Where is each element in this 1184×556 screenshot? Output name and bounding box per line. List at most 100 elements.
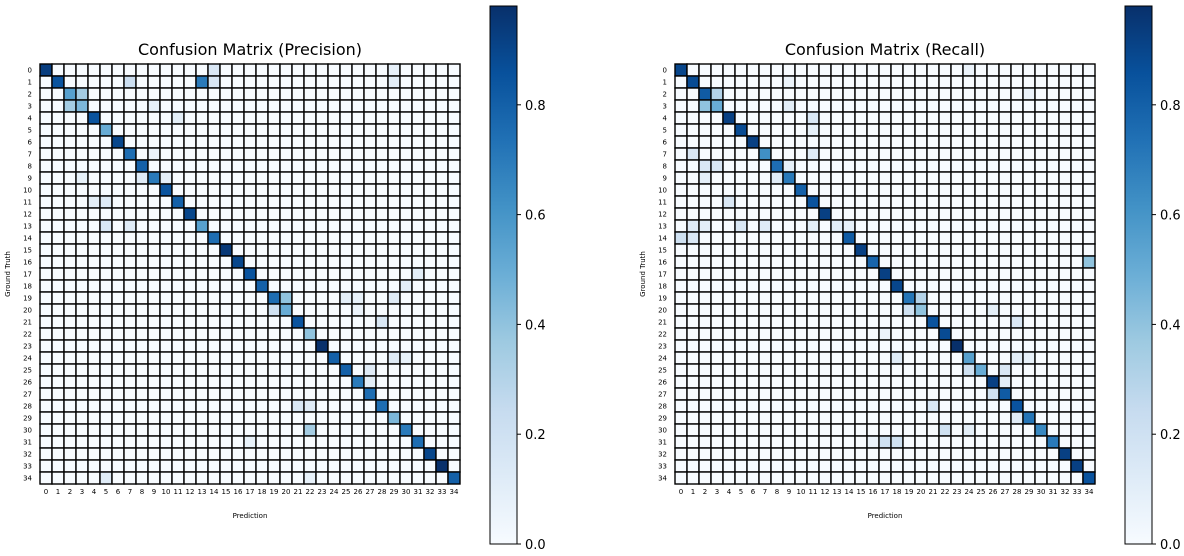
cell-r12-c27 xyxy=(998,207,1012,221)
cell-r11-c16 xyxy=(231,195,245,209)
cell-r8-c27 xyxy=(363,159,377,173)
cell-r27-c23 xyxy=(315,387,329,401)
cell-r11-c7 xyxy=(758,195,772,209)
cell-r7-c11 xyxy=(806,147,820,161)
cell-r12-c33 xyxy=(435,207,449,221)
cell-r14-c19 xyxy=(267,231,281,245)
cell-r1-c15 xyxy=(854,75,868,89)
cell-r0-c11 xyxy=(171,63,185,77)
cell-r20-c22 xyxy=(938,303,952,317)
cell-r7-c4 xyxy=(722,147,736,161)
cell-r32-c31 xyxy=(1046,447,1060,461)
cell-r27-c5 xyxy=(99,387,113,401)
cell-r6-c31 xyxy=(411,135,425,149)
cell-r27-c3 xyxy=(75,387,89,401)
y-tick-label-29: 29 xyxy=(23,415,32,423)
cell-r25-c1 xyxy=(686,363,700,377)
cell-r1-c26 xyxy=(351,75,365,89)
cell-r31-c25 xyxy=(974,435,988,449)
cell-r4-c1 xyxy=(686,111,700,125)
precision-x-axis-label: Prediction xyxy=(233,512,268,520)
cell-r7-c31 xyxy=(411,147,425,161)
cell-r31-c8 xyxy=(135,435,149,449)
cell-r22-c15 xyxy=(219,327,233,341)
cell-r19-c14 xyxy=(207,291,221,305)
cell-r6-c16 xyxy=(866,135,880,149)
cell-r30-c4 xyxy=(87,423,101,437)
cell-r14-c5 xyxy=(99,231,113,245)
cell-r34-c30 xyxy=(399,471,413,485)
cell-r31-c25 xyxy=(339,435,353,449)
cell-r10-c32 xyxy=(1058,183,1072,197)
cell-r15-c26 xyxy=(351,243,365,257)
y-tick-label-0: 0 xyxy=(663,67,667,75)
cell-r18-c8 xyxy=(135,279,149,293)
cell-r25-c3 xyxy=(75,363,89,377)
cell-r21-c14 xyxy=(207,315,221,329)
cell-r33-c20 xyxy=(279,459,293,473)
cell-r23-c17 xyxy=(243,339,257,353)
cell-r26-c26 xyxy=(351,375,365,389)
cell-r10-c20 xyxy=(914,183,928,197)
cell-r5-c0 xyxy=(674,123,688,137)
cell-r12-c2 xyxy=(63,207,77,221)
cell-r7-c13 xyxy=(830,147,844,161)
cell-r14-c0 xyxy=(674,231,688,245)
cell-r28-c30 xyxy=(1034,399,1048,413)
cell-r18-c18 xyxy=(890,279,904,293)
cell-r21-c34 xyxy=(447,315,461,329)
cell-r17-c24 xyxy=(962,267,976,281)
cell-r32-c33 xyxy=(435,447,449,461)
cell-r34-c25 xyxy=(339,471,353,485)
cell-r9-c30 xyxy=(1034,171,1048,185)
cell-r32-c6 xyxy=(111,447,125,461)
cell-r33-c31 xyxy=(1046,459,1060,473)
x-tick-label-32: 32 xyxy=(1061,488,1070,496)
cell-r13-c1 xyxy=(51,219,65,233)
cell-r30-c26 xyxy=(351,423,365,437)
cell-r5-c4 xyxy=(87,123,101,137)
cell-r20-c33 xyxy=(435,303,449,317)
cell-r14-c6 xyxy=(111,231,125,245)
cell-r15-c0 xyxy=(674,243,688,257)
cell-r2-c8 xyxy=(770,87,784,101)
cell-r3-c10 xyxy=(159,99,173,113)
cell-r1-c23 xyxy=(950,75,964,89)
cell-r16-c4 xyxy=(87,255,101,269)
cell-r1-c14 xyxy=(842,75,856,89)
cell-r18-c34 xyxy=(447,279,461,293)
cell-r33-c6 xyxy=(111,459,125,473)
cell-r34-c21 xyxy=(926,471,940,485)
cell-r22-c14 xyxy=(207,327,221,341)
cell-r5-c23 xyxy=(950,123,964,137)
cell-r11-c33 xyxy=(435,195,449,209)
cell-r14-c32 xyxy=(1058,231,1072,245)
cell-r29-c32 xyxy=(1058,411,1072,425)
cell-r5-c18 xyxy=(890,123,904,137)
cell-r5-c13 xyxy=(830,123,844,137)
cell-r18-c31 xyxy=(411,279,425,293)
cell-r6-c33 xyxy=(1070,135,1084,149)
cell-r16-c23 xyxy=(315,255,329,269)
cell-r33-c1 xyxy=(51,459,65,473)
cell-r6-c25 xyxy=(339,135,353,149)
cell-r7-c31 xyxy=(1046,147,1060,161)
cell-r2-c7 xyxy=(123,87,137,101)
cell-r25-c22 xyxy=(303,363,317,377)
cell-r2-c20 xyxy=(279,87,293,101)
x-tick-label-20: 20 xyxy=(282,488,291,496)
cell-r0-c28 xyxy=(375,63,389,77)
cell-r12-c16 xyxy=(866,207,880,221)
cell-r18-c32 xyxy=(423,279,437,293)
cell-r28-c27 xyxy=(998,399,1012,413)
cell-r13-c30 xyxy=(1034,219,1048,233)
cell-r12-c27 xyxy=(363,207,377,221)
cell-r14-c5 xyxy=(734,231,748,245)
cell-r3-c4 xyxy=(722,99,736,113)
cell-r18-c22 xyxy=(303,279,317,293)
cell-r19-c0 xyxy=(674,291,688,305)
cell-r17-c22 xyxy=(938,267,952,281)
cell-r23-c22 xyxy=(938,339,952,353)
cell-r13-c4 xyxy=(722,219,736,233)
cell-r26-c8 xyxy=(135,375,149,389)
